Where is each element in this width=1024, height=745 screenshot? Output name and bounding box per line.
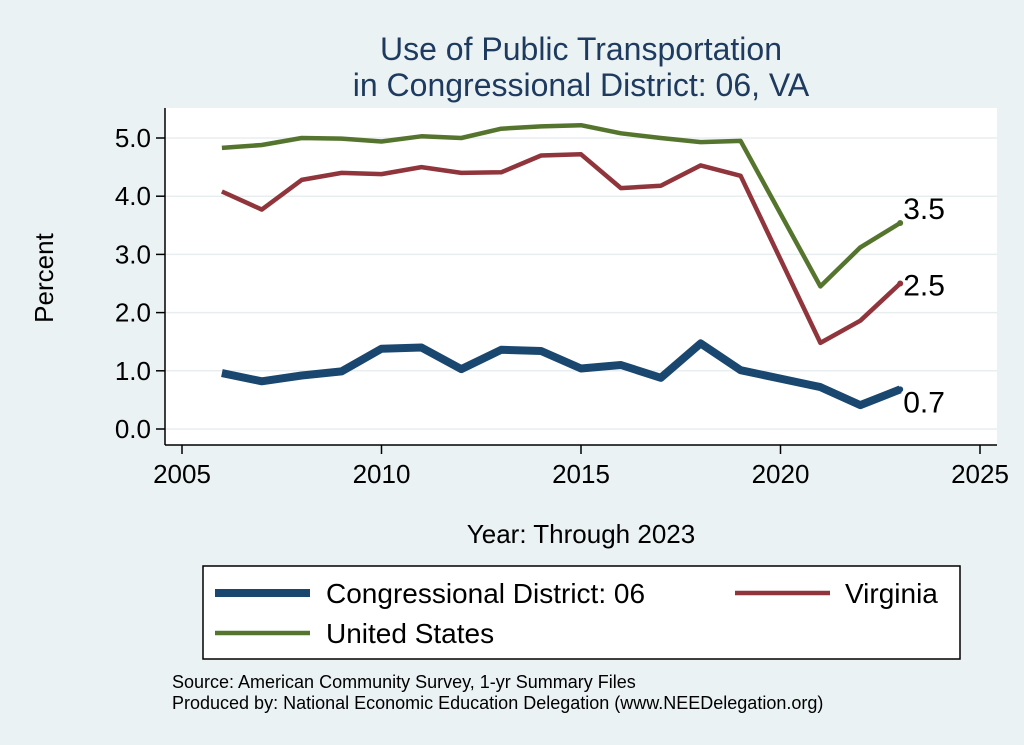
y-tick-label: 2.0 bbox=[115, 298, 151, 328]
y-axis-label: Percent bbox=[29, 232, 59, 322]
y-tick-label: 5.0 bbox=[115, 123, 151, 153]
x-axis-label: Year: Through 2023 bbox=[467, 519, 695, 549]
legend-label-virginia: Virginia bbox=[845, 578, 938, 609]
series-end-point-0 bbox=[897, 386, 904, 393]
series-end-point-1 bbox=[897, 280, 904, 287]
y-tick-label: 4.0 bbox=[115, 181, 151, 211]
chart-title-line-2: in Congressional District: 06, VA bbox=[353, 67, 810, 103]
produced-by-note: Produced by: National Economic Education… bbox=[172, 693, 823, 713]
end-label-1: 2.5 bbox=[903, 270, 945, 303]
legend: Congressional District: 06 Virginia Unit… bbox=[202, 565, 961, 660]
end-labels: 3.5 2.5 0.7 bbox=[903, 193, 945, 419]
y-axis: 0.0 1.0 2.0 3.0 4.0 5.0 bbox=[115, 108, 166, 445]
legend-label-district: Congressional District: 06 bbox=[326, 578, 645, 609]
y-tick-label: 0.0 bbox=[115, 414, 151, 444]
chart-title-line-1: Use of Public Transportation bbox=[380, 31, 782, 67]
end-label-2: 3.5 bbox=[903, 193, 945, 226]
series-line-0 bbox=[221, 339, 902, 410]
end-label-0: 0.7 bbox=[903, 386, 945, 419]
y-tick-label: 3.0 bbox=[115, 239, 151, 269]
y-tick-label: 1.0 bbox=[115, 356, 151, 386]
series-line-2 bbox=[221, 122, 902, 289]
x-tick-label: 2010 bbox=[353, 459, 411, 489]
source-note: Source: American Community Survey, 1-yr … bbox=[172, 672, 636, 692]
x-tick-label: 2005 bbox=[153, 459, 211, 489]
series-end-point-2 bbox=[897, 219, 904, 226]
x-tick-label: 2025 bbox=[951, 459, 1009, 489]
legend-label-united-states: United States bbox=[326, 618, 494, 649]
x-tick-label: 2020 bbox=[752, 459, 810, 489]
plot-area bbox=[165, 108, 997, 445]
series-lines bbox=[220, 122, 904, 410]
x-axis: 2005 2010 2015 2020 2025 bbox=[153, 444, 1009, 489]
x-tick-label: 2015 bbox=[552, 459, 610, 489]
series-line-1 bbox=[220, 152, 902, 346]
legend-box bbox=[202, 565, 961, 660]
